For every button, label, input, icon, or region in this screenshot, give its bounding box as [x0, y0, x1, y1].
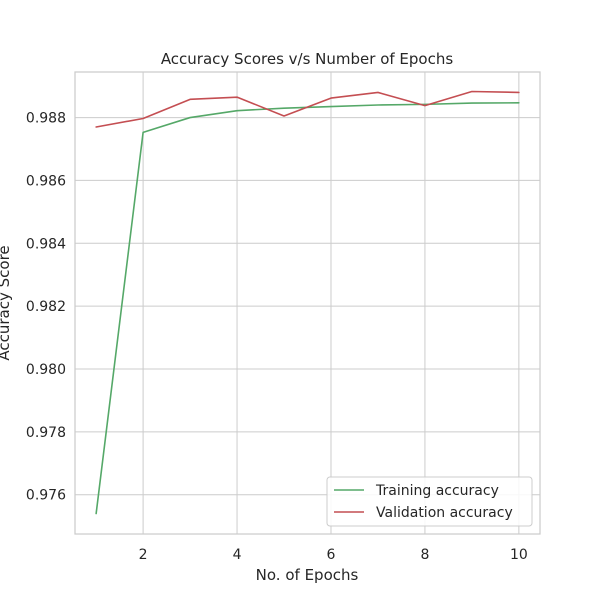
- chart-title: Accuracy Scores v/s Number of Epochs: [161, 50, 454, 68]
- series-layer: [95, 90, 520, 515]
- y-tick-label: 0.986: [26, 173, 66, 189]
- y-tick-label: 0.988: [26, 111, 66, 127]
- y-tick-label: 0.984: [26, 236, 66, 252]
- grid: [75, 72, 540, 534]
- x-tick-label: 2: [139, 547, 148, 563]
- series-line-validation: [95, 90, 520, 128]
- x-tick-label: 6: [327, 547, 336, 563]
- legend-label-training: Training accuracy: [375, 483, 499, 499]
- y-axis-title: Accuracy Score: [0, 245, 13, 360]
- y-tick-label: 0.982: [26, 299, 66, 315]
- x-tick-label: 4: [233, 547, 242, 563]
- x-axis-title: No. of Epochs: [256, 566, 359, 584]
- legend: Training accuracy Validation accuracy: [326, 476, 533, 527]
- legend-box: [326, 476, 533, 527]
- plot-frame: [74, 71, 541, 535]
- y-tick-label: 0.978: [26, 425, 66, 441]
- legend-label-validation: Validation accuracy: [376, 505, 513, 521]
- y-tick-label: 0.980: [26, 362, 66, 378]
- y-tick-label: 0.976: [26, 488, 66, 504]
- tick-labels: 2 4 6 8 10 0.976 0.978 0.980 0.982 0.984 0.986 0.98…: [26, 111, 528, 563]
- x-tick-label: 10: [510, 547, 528, 563]
- x-tick-label: 8: [420, 547, 429, 563]
